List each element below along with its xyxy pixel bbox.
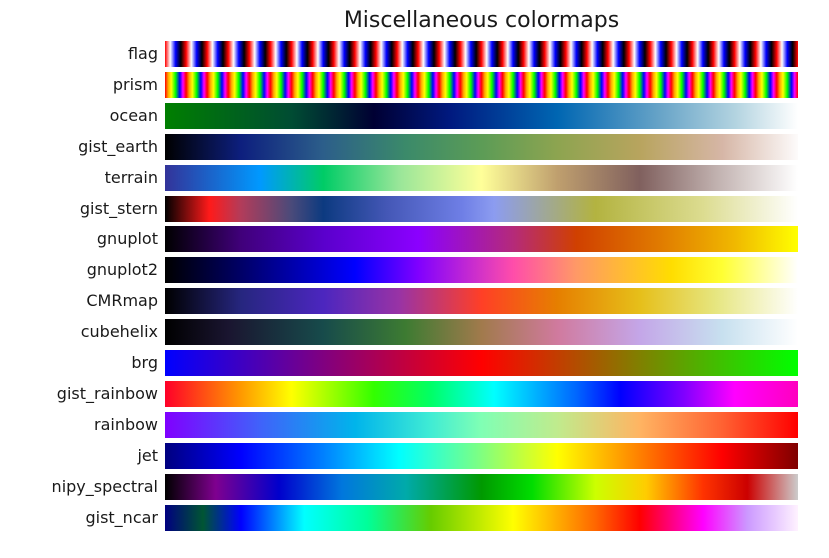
colormap-bar-terrain	[165, 165, 798, 191]
colormap-label-brg: brg	[131, 353, 158, 372]
colormap-bar-gist-earth	[165, 134, 798, 160]
colormap-label-gnuplot: gnuplot	[96, 229, 158, 248]
colormap-bar-rainbow	[165, 412, 798, 438]
colormap-label-nipy-spectral: nipy_spectral	[51, 477, 158, 496]
colormap-bar-ocean	[165, 103, 798, 129]
colormap-label-gist-rainbow: gist_rainbow	[56, 384, 158, 403]
colormap-bar-cmrmap	[165, 288, 798, 314]
colormap-bar-gist-rainbow	[165, 381, 798, 407]
colormap-label-gnuplot2: gnuplot2	[86, 260, 158, 279]
colormap-bar-gnuplot	[165, 226, 798, 252]
colormap-label-gist-ncar: gist_ncar	[85, 508, 158, 527]
colormap-label-rainbow: rainbow	[94, 415, 158, 434]
colormap-label-cmrmap: CMRmap	[86, 291, 158, 310]
colormap-bar-brg	[165, 350, 798, 376]
colormap-label-flag: flag	[127, 44, 158, 63]
chart-title: Miscellaneous colormaps	[343, 8, 620, 33]
colormap-bar-flag	[165, 41, 798, 67]
colormap-label-gist-stern: gist_stern	[79, 199, 158, 218]
colormap-bar-gnuplot2	[165, 257, 798, 283]
colormap-bar-jet	[165, 443, 798, 469]
colormap-label-cubehelix: cubehelix	[80, 322, 158, 341]
colormap-bar-gist-stern	[165, 196, 798, 222]
colormap-label-jet: jet	[137, 446, 158, 465]
colormap-bar-prism	[165, 72, 798, 98]
colormap-label-prism: prism	[112, 75, 158, 94]
colormap-label-ocean: ocean	[109, 106, 158, 125]
colormap-bar-gist-ncar	[165, 505, 798, 531]
colormap-bar-nipy-spectral	[165, 474, 798, 500]
colormap-bar-cubehelix	[165, 319, 798, 345]
colormap-label-terrain: terrain	[104, 168, 158, 187]
colormap-label-gist-earth: gist_earth	[78, 137, 158, 156]
